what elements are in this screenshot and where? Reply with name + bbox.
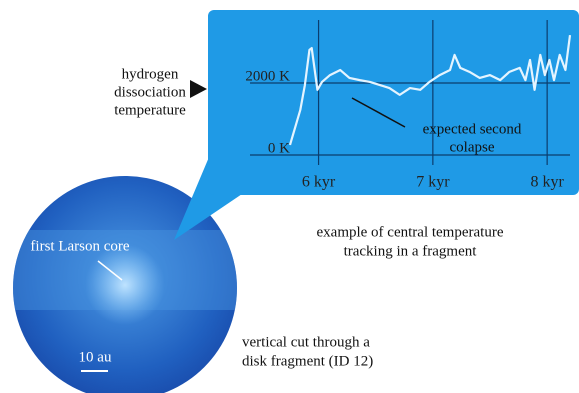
annotation-line	[351, 97, 406, 128]
y-tick-label: 0 K	[268, 140, 290, 156]
annotation: hydrogen	[122, 66, 179, 82]
callout-box	[208, 10, 579, 195]
x-tick-label: 8 kyr	[530, 174, 564, 191]
annotation: expected second	[423, 121, 522, 137]
plot: 0 K 2000 K 6 kyr 7 kyr 8 kyr	[245, 20, 572, 191]
x-tick-label: 6 kyr	[302, 174, 336, 191]
annotation: colapse	[450, 139, 495, 155]
scale-label: 10 au	[79, 349, 112, 365]
disk-structure	[13, 230, 237, 325]
caption: tracking in a fragment	[344, 243, 478, 259]
caption: vertical cut through a	[242, 334, 370, 350]
y-tick-label: 2000 K	[245, 68, 290, 84]
arrow-head	[190, 80, 207, 98]
x-tick-label: 7 kyr	[416, 174, 450, 191]
annotation: dissociation	[114, 84, 186, 100]
line	[288, 34, 572, 146]
annotation: temperature	[114, 102, 186, 118]
caption: disk fragment (ID 12)	[242, 353, 373, 369]
core-label: first Larson core	[30, 238, 129, 254]
core-pointer	[97, 260, 123, 281]
caption: example of central temperature	[317, 224, 504, 240]
